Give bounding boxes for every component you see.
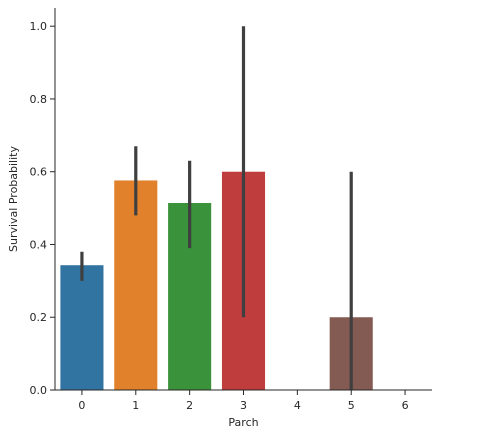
y-axis-label: Survival Probability: [7, 146, 20, 252]
x-tick-label: 5: [348, 399, 355, 412]
y-ticks-group: 0.0 0.2 0.4 0.6 0.8 1.0: [30, 20, 55, 397]
y-tick-label: 0.0: [30, 384, 48, 397]
y-tick-label: 1.0: [30, 20, 48, 33]
y-tick-label: 0.6: [30, 166, 48, 179]
error-bars-group: [80, 26, 353, 390]
x-axis-label: Parch: [228, 416, 258, 429]
x-tick-label: 3: [240, 399, 247, 412]
x-tick-label: 0: [78, 399, 85, 412]
y-tick-label: 0.4: [30, 238, 48, 251]
bars-group: [60, 171, 373, 390]
bar-0: [60, 265, 104, 390]
x-tick-label: 2: [186, 399, 193, 412]
y-tick-label: 0.2: [30, 311, 48, 324]
x-tick-label: 6: [402, 399, 409, 412]
watermark-text: https://blog.csdn.net/changgongjinyu: [264, 416, 488, 430]
x-tick-label: 4: [294, 399, 301, 412]
x-ticks-group: 0 1 2 3 4 5 6: [78, 390, 409, 412]
y-tick-label: 0.8: [30, 93, 48, 106]
x-tick-label: 1: [132, 399, 139, 412]
